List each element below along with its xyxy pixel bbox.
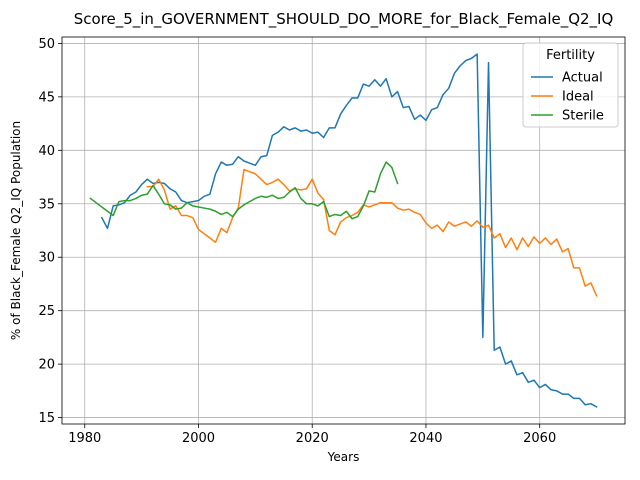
y-tick-label: 30 — [38, 251, 55, 266]
x-tick-label: 1980 — [68, 431, 101, 446]
legend: Fertility Actual Ideal Sterile — [522, 42, 619, 128]
chart-title: Score_5_in_GOVERNMENT_SHOULD_DO_MORE_for… — [74, 10, 614, 29]
axis-ticks: 1980 2000 2020 2040 2060 15 20 25 30 35 40 45 50 — [38, 37, 556, 446]
legend-label-actual: Actual — [562, 71, 603, 86]
plot-area-frame — [61, 36, 626, 425]
legend-label-ideal: Ideal — [562, 90, 594, 105]
x-tick-label: 2060 — [523, 431, 556, 446]
legend-items: Actual Ideal Sterile — [531, 71, 604, 124]
legend-title: Fertility — [546, 48, 595, 63]
x-tick-label: 2000 — [182, 431, 215, 446]
y-tick-label: 25 — [38, 304, 55, 319]
y-tick-label: 20 — [38, 358, 55, 373]
gridlines — [62, 37, 625, 424]
legend-label-sterile: Sterile — [562, 109, 604, 124]
series-line-ideal — [146, 168, 598, 297]
y-tick-label: 40 — [38, 144, 55, 159]
x-axis-label: Years — [327, 450, 360, 464]
x-tick-label: 2040 — [409, 431, 442, 446]
y-tick-label: 50 — [38, 37, 55, 52]
series-line-actual — [100, 53, 598, 408]
y-tick-label: 35 — [38, 197, 55, 212]
series-lines — [89, 53, 598, 408]
y-tick-label: 45 — [38, 90, 55, 105]
y-axis-label: % of Black_Female Q2_IQ Population — [9, 121, 23, 340]
x-tick-label: 2020 — [296, 431, 329, 446]
series-line-sterile — [89, 161, 399, 220]
legend-box — [522, 42, 619, 128]
y-tick-label: 15 — [38, 411, 55, 426]
